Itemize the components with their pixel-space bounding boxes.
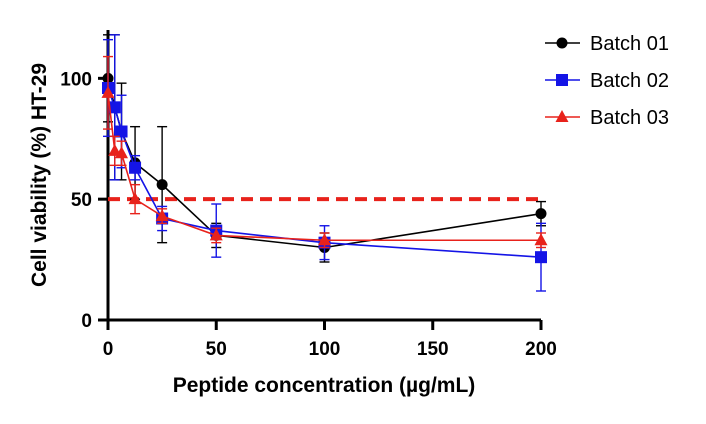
data-point xyxy=(535,251,547,264)
y-tick-label: 0 xyxy=(81,311,92,332)
data-point xyxy=(101,85,115,98)
legend-item-3: Batch 03 xyxy=(545,107,669,129)
x-tick-label: 100 xyxy=(309,339,341,360)
y-axis-title: Cell viability (%) HT-29 xyxy=(28,63,51,287)
series-line xyxy=(107,92,541,242)
legend-item-2: Batch 02 xyxy=(545,70,669,92)
legend-label: Batch 02 xyxy=(590,70,669,92)
x-tick-label: 0 xyxy=(103,339,114,360)
data-point xyxy=(115,146,129,159)
legend-label: Batch 01 xyxy=(590,33,669,55)
data-point xyxy=(115,125,128,138)
series-group xyxy=(101,34,548,292)
series-2 xyxy=(102,34,547,292)
x-tick-label: 150 xyxy=(417,339,449,360)
data-point xyxy=(108,101,121,114)
y-tick-label: 50 xyxy=(71,190,92,211)
legend-marker xyxy=(555,110,569,122)
series-line xyxy=(107,78,542,249)
data-point xyxy=(535,208,547,220)
data-point xyxy=(534,233,548,246)
series-3 xyxy=(101,55,548,249)
y-tick-label: 100 xyxy=(60,69,92,90)
data-point xyxy=(155,209,169,222)
data-point xyxy=(209,228,223,241)
data-point xyxy=(318,233,331,246)
legend: Batch 01 Batch 02 Batch 03 xyxy=(545,33,669,129)
data-point xyxy=(156,179,168,191)
axes xyxy=(106,30,541,322)
legend-marker xyxy=(556,37,568,49)
legend-label: Batch 03 xyxy=(590,107,669,129)
data-point xyxy=(128,192,142,205)
x-tick-label: 200 xyxy=(525,339,557,360)
x-axis-title: Peptide concentration (µg/mL) xyxy=(173,374,476,397)
legend-marker xyxy=(556,74,568,86)
x-tick-label: 50 xyxy=(206,339,227,360)
ticks: 0 50 100 150 200 0 50 100 xyxy=(60,69,557,360)
data-point xyxy=(129,161,142,174)
legend-item-1: Batch 01 xyxy=(545,33,669,55)
